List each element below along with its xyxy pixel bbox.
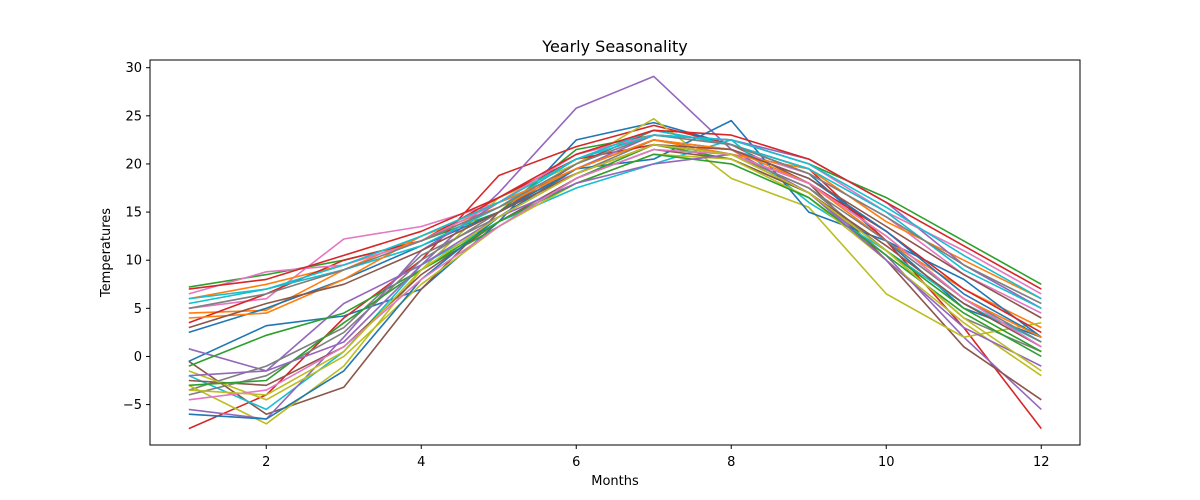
y-tick-label: −5 xyxy=(123,398,142,413)
x-tick-label: 6 xyxy=(572,455,580,470)
y-axis-ticks: −5 0 5 10 15 20 25 30 xyxy=(123,61,150,413)
series-line-28 xyxy=(188,134,1042,310)
series-line-24 xyxy=(188,129,1042,290)
x-tick-label: 4 xyxy=(417,455,425,470)
chart-title: Yearly Seasonality xyxy=(541,37,687,56)
series-line-13 xyxy=(188,143,1042,367)
y-tick-label: 0 xyxy=(134,350,142,365)
series-line-23 xyxy=(188,153,1042,387)
series-line-15 xyxy=(188,134,1042,420)
y-tick-label: 10 xyxy=(125,254,142,269)
series-line-30 xyxy=(188,134,1042,300)
x-tick-label: 12 xyxy=(1033,455,1050,470)
series-line-29 xyxy=(188,143,1042,396)
x-tick-label: 2 xyxy=(262,455,270,470)
y-axis-label: Temperatures xyxy=(99,208,114,298)
y-tick-label: 25 xyxy=(125,109,142,124)
y-tick-label: 20 xyxy=(125,157,142,172)
series-line-9 xyxy=(188,117,1042,425)
x-axis-ticks: 2 4 6 8 10 12 xyxy=(262,445,1050,470)
y-tick-label: 15 xyxy=(125,206,142,221)
x-axis-label: Months xyxy=(591,474,639,489)
x-tick-label: 8 xyxy=(727,455,735,470)
axes-frame xyxy=(149,59,1081,446)
series-lines xyxy=(188,75,1042,430)
series-line-25 xyxy=(188,153,1042,377)
x-tick-label: 10 xyxy=(878,455,895,470)
series-line-27 xyxy=(188,148,1042,401)
y-tick-label: 5 xyxy=(134,302,142,317)
y-tick-label: 30 xyxy=(125,61,142,76)
series-line-5 xyxy=(188,75,1042,410)
